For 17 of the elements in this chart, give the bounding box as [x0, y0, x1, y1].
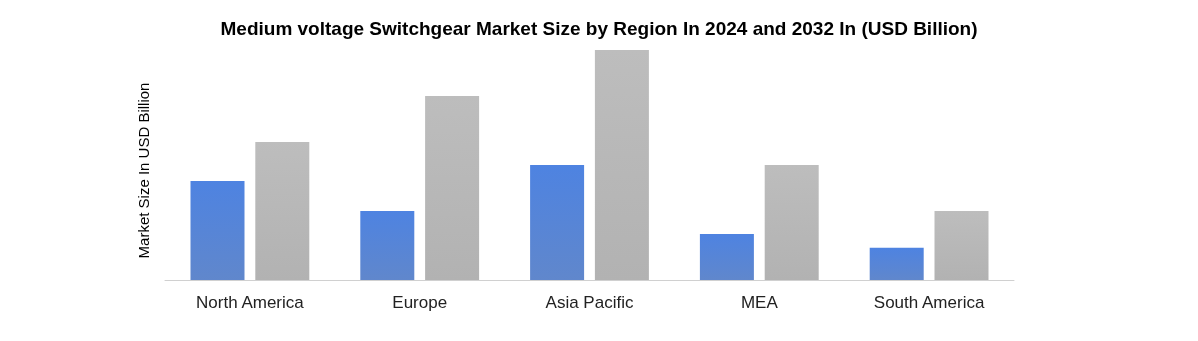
bar	[764, 165, 819, 280]
x-tick-label: Asia Pacific	[545, 293, 634, 312]
bar	[869, 247, 924, 280]
x-tick-label: Europe	[392, 293, 448, 312]
y-axis-title: Market Size In USD Billion	[135, 82, 152, 259]
bar	[255, 142, 310, 280]
x-tick-label: South America	[873, 293, 985, 312]
bar	[934, 211, 989, 280]
bar	[530, 165, 585, 280]
x-tick-label: North America	[196, 293, 305, 312]
bar	[360, 211, 415, 280]
chart-title: Medium voltage Switchgear Market Size by Region In 2024 and 2032 In (USD Billion)	[220, 18, 978, 39]
bar	[190, 181, 245, 280]
bar	[699, 234, 754, 280]
x-tick-label: MEA	[740, 293, 779, 312]
bar	[425, 96, 480, 280]
bar	[594, 50, 649, 280]
